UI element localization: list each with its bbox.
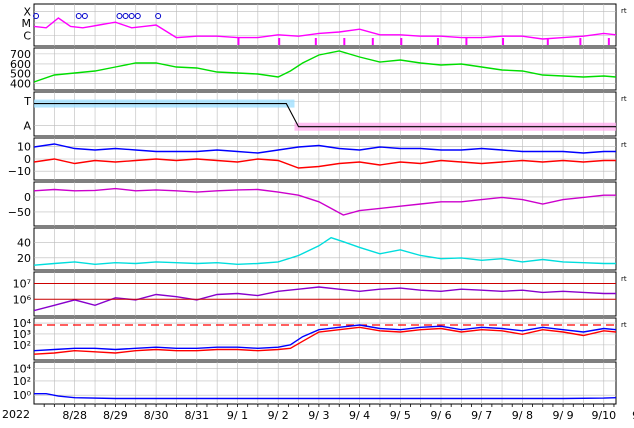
panel-frame bbox=[33, 361, 617, 405]
c-class-tick bbox=[465, 38, 468, 45]
panel-frame bbox=[33, 3, 617, 47]
series-line-1 bbox=[34, 326, 616, 355]
x-tick-label: 9/ 7 bbox=[471, 409, 492, 422]
flare-marker bbox=[81, 13, 88, 19]
y-tick-label: 10⁴ bbox=[13, 362, 32, 375]
flare-marker bbox=[116, 13, 123, 19]
flare-marker bbox=[155, 13, 162, 19]
series-line-0 bbox=[34, 393, 616, 400]
x-tick-label: 9/ 8 bbox=[512, 409, 533, 422]
y-tick-label: 10⁴ bbox=[13, 317, 32, 330]
c-class-tick bbox=[237, 38, 240, 45]
x-tick-label: 8/28 bbox=[62, 409, 87, 422]
c-class-tick bbox=[314, 38, 317, 45]
y-tick-label: 10² bbox=[13, 339, 31, 352]
panel-frame bbox=[33, 317, 617, 361]
y-tick-label: M bbox=[22, 17, 32, 30]
series-line-1 bbox=[34, 158, 616, 169]
c-class-tick bbox=[278, 38, 281, 45]
c-class-tick bbox=[436, 38, 439, 45]
x-tick-label: 9/ 1 bbox=[227, 409, 248, 422]
panel-right-label: rt bbox=[621, 95, 627, 103]
y-tick-label: −50 bbox=[8, 206, 31, 219]
y-tick-label: 10⁰ bbox=[13, 389, 32, 402]
x-tick-label: 9/ 2 bbox=[268, 409, 289, 422]
series-band bbox=[616, 123, 620, 131]
flare-marker bbox=[122, 13, 129, 19]
c-class-tick bbox=[502, 38, 505, 45]
c-class-tick bbox=[343, 38, 346, 45]
panel-right-label: rt bbox=[621, 7, 627, 15]
series-line-0 bbox=[34, 236, 616, 266]
y-tick-label: 400 bbox=[10, 77, 31, 90]
series-line-0 bbox=[34, 187, 616, 216]
y-tick-label: 700 bbox=[10, 48, 31, 61]
series-band bbox=[290, 99, 295, 108]
panel-right-label: rt bbox=[621, 141, 627, 149]
c-class-tick bbox=[546, 38, 549, 45]
c-class-tick bbox=[579, 38, 582, 45]
x-tick-label: 8/29 bbox=[103, 409, 128, 422]
c-class-tick bbox=[607, 38, 610, 45]
y-tick-label: A bbox=[23, 119, 31, 132]
y-tick-label: 10 bbox=[17, 140, 31, 153]
y-tick-label: X bbox=[23, 6, 31, 19]
series-line-0 bbox=[34, 143, 616, 154]
year-label: 2022 bbox=[2, 408, 30, 421]
series-line-0 bbox=[34, 324, 616, 352]
panel-frame bbox=[33, 271, 617, 317]
y-tick-label: 10⁷ bbox=[13, 277, 31, 290]
y-tick-label: 40 bbox=[17, 237, 31, 250]
x-tick-label: 9/10 bbox=[591, 409, 616, 422]
c-class-tick bbox=[371, 38, 374, 45]
series-line-0 bbox=[34, 50, 616, 83]
y-tick-label: 10³ bbox=[13, 328, 31, 341]
y-tick-label: 500 bbox=[10, 68, 31, 81]
panel-right-label: rt bbox=[621, 275, 627, 283]
y-tick-label: T bbox=[23, 95, 31, 108]
series-line-0 bbox=[34, 17, 616, 40]
x-tick-label: 8/30 bbox=[144, 409, 169, 422]
y-tick-label: −10 bbox=[8, 165, 31, 178]
x-tick-label: 8/31 bbox=[184, 409, 209, 422]
y-tick-label: 600 bbox=[10, 58, 31, 71]
x-tick-label: 9/11 bbox=[632, 409, 634, 422]
x-tick-label: 9/ 3 bbox=[308, 409, 329, 422]
x-tick-label: 9/ 4 bbox=[349, 409, 370, 422]
panel-right-label: rt bbox=[621, 321, 627, 329]
flare-marker bbox=[33, 13, 40, 19]
y-tick-label: 0 bbox=[24, 153, 31, 166]
sector-boundary-line bbox=[34, 103, 616, 128]
x-tick-label: 9/ 9 bbox=[552, 409, 573, 422]
c-class-tick bbox=[400, 38, 403, 45]
y-tick-label: 10² bbox=[13, 375, 31, 388]
flare-marker bbox=[75, 13, 82, 19]
flare-marker bbox=[128, 13, 135, 19]
y-tick-label: 10⁶ bbox=[13, 293, 32, 306]
y-tick-label: C bbox=[23, 30, 31, 43]
y-tick-label: 0 bbox=[24, 191, 31, 204]
flare-marker bbox=[134, 13, 141, 19]
x-tick-label: 9/ 6 bbox=[430, 409, 451, 422]
y-tick-label: 20 bbox=[17, 252, 31, 265]
panel-frame bbox=[33, 181, 617, 227]
x-tick-label: 9/ 5 bbox=[390, 409, 411, 422]
panel-frame bbox=[33, 227, 617, 271]
